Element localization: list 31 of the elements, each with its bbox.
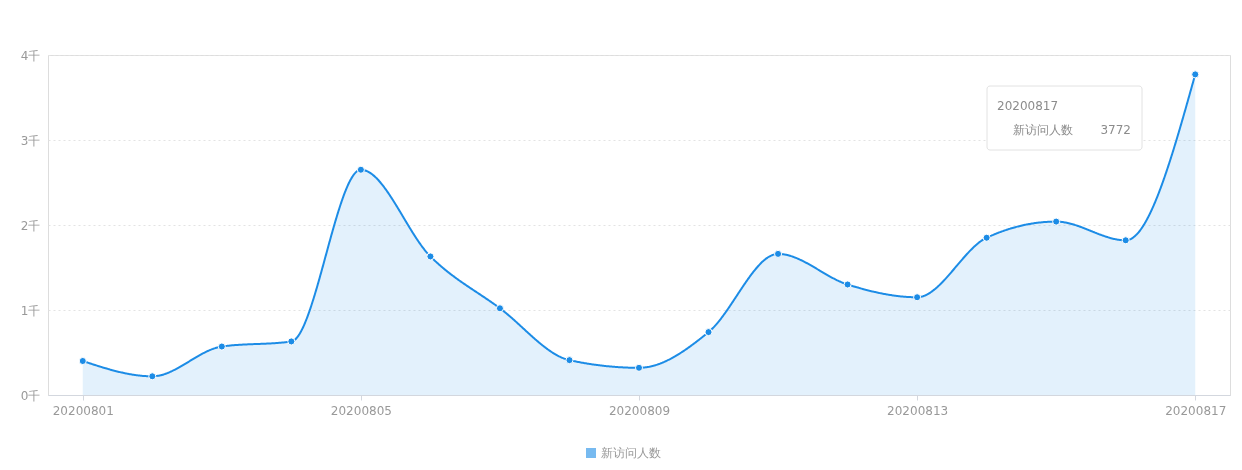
point [704,328,713,337]
legend-label: 新访问人数 [601,446,661,460]
x-tick-label: 20200801 [52,403,114,418]
point [774,249,783,258]
y-tick-label: 0千 [20,388,41,403]
annotation: 3772 [1100,123,1131,137]
y-tick-label: 1千 [20,303,41,318]
annotation: 新访问人数 [1013,123,1073,137]
point [426,252,435,261]
x-tick-label: 20200813 [887,403,949,418]
point [148,372,157,381]
point [356,165,365,174]
point [982,233,991,242]
point [843,280,852,289]
point [565,356,574,365]
point [495,304,504,313]
x-tick-label: 20200805 [330,403,392,418]
y-tick-label: 4千 [20,48,41,63]
x-tick-label: 20200817 [1165,403,1227,418]
y-tick-label: 3千 [20,133,41,148]
point [217,342,226,351]
point [78,356,87,366]
point [1052,217,1061,226]
point [287,337,296,346]
point [1191,70,1200,79]
x-tick-label: 20200809 [608,403,671,418]
point [1121,236,1130,245]
y-tick-label: 2千 [20,218,41,233]
annotation: 20200817 [997,99,1059,113]
point [634,363,644,372]
point [913,293,922,302]
